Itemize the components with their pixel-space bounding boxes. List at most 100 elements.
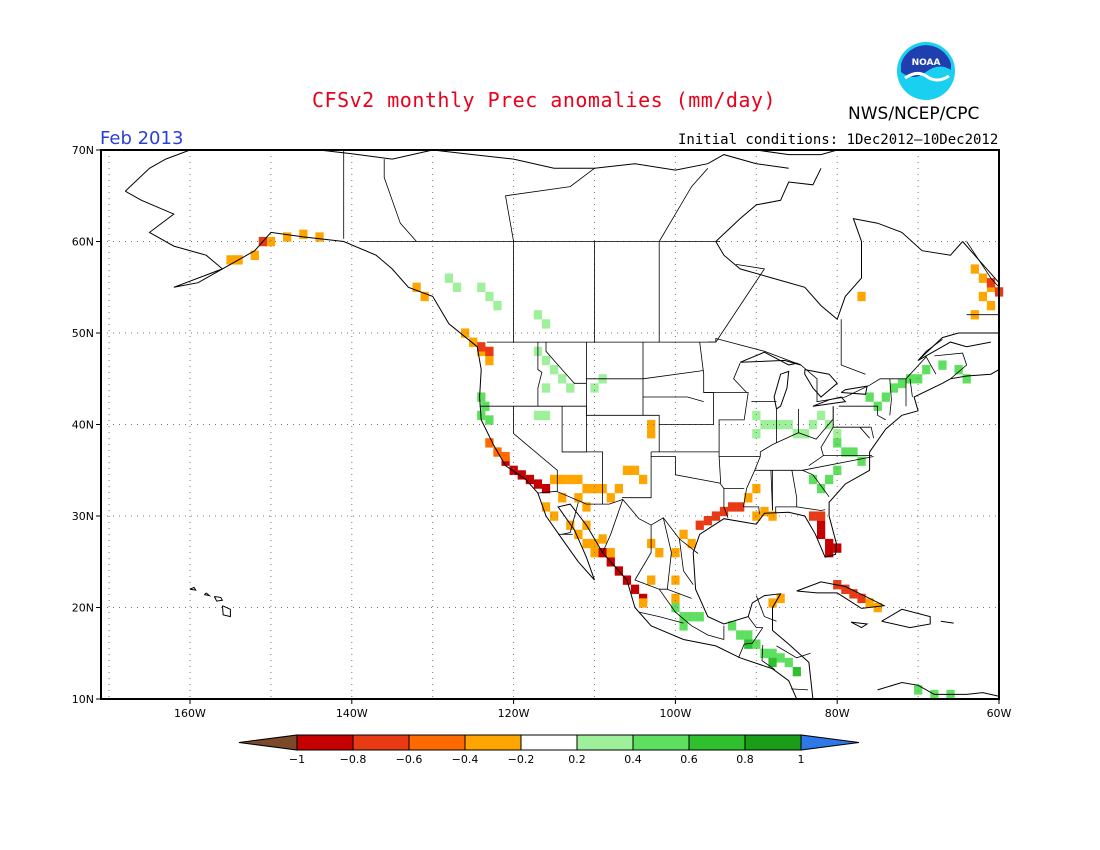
- anomaly-cell-northern-rockies-green: [533, 410, 543, 421]
- anomaly-cell-mexico-central-green: [760, 648, 769, 659]
- anomaly-cell-central-america-green: [744, 639, 753, 649]
- anomaly-cell-northeast-green: [922, 365, 931, 375]
- political-border: [675, 456, 729, 518]
- anomaly-cell-cuba-red: [841, 584, 850, 594]
- noaa-logo-icon: NOAA: [897, 42, 955, 100]
- political-border: [738, 627, 764, 658]
- anomaly-cell-northeast-green: [865, 392, 874, 402]
- colorbar-tick-label: 0.8: [736, 753, 754, 766]
- longitude-axis: 160W 140W 120W 100W 80W 60W: [174, 699, 1012, 720]
- political-border: [733, 363, 747, 393]
- lon-tick-label: 100W: [659, 707, 691, 720]
- lon-tick-label: 80W: [825, 707, 850, 720]
- coastline: [692, 369, 999, 699]
- anomaly-cell-bc-coast: [469, 337, 478, 347]
- colorbar-tick-label: −0.4: [452, 753, 479, 766]
- colorbar-box: [408, 734, 466, 751]
- political-border: [703, 392, 749, 452]
- anomaly-cell-gulf-orange: [655, 548, 664, 558]
- anomaly-cell-cuba-red: [857, 593, 866, 604]
- anomaly-cell-northern-rockies-green: [590, 383, 599, 393]
- coastline: [203, 592, 212, 597]
- anomaly-cell-gulf-orange: [679, 529, 688, 540]
- anomaly-cell-mexico-pacific-orange: [638, 598, 648, 608]
- anomaly-cell-labrador-red: [986, 278, 996, 288]
- anomaly-cell-mexico-central-green: [679, 612, 688, 622]
- political-border: [791, 469, 830, 498]
- anomaly-cell-gulf-texas-red: [727, 502, 737, 512]
- anomaly-cell-northeast-green: [889, 383, 899, 393]
- anomaly-cell-florida-red: [825, 548, 834, 558]
- anomaly-cell-florida-red: [833, 543, 842, 553]
- anomaly-cell-appalachian-green: [816, 483, 826, 494]
- anomaly-cell-colorado-orange: [647, 419, 656, 430]
- political-border: [832, 406, 872, 428]
- anomaly-cell-florida-red: [825, 538, 834, 549]
- political-border: [658, 588, 692, 627]
- lat-tick-label: 60N: [72, 236, 94, 249]
- anomaly-cell-northern-rockies-green: [550, 365, 559, 375]
- anomaly-cell-baja-orange: [566, 520, 575, 530]
- political-border: [634, 525, 652, 581]
- anomaly-cell-gulf-orange: [768, 511, 777, 521]
- anomaly-cell-northwest-canada-green: [485, 291, 494, 302]
- political-border: [889, 378, 892, 416]
- lon-tick-label: 160W: [174, 707, 206, 720]
- anomaly-cells: [226, 229, 1004, 700]
- political-border: [602, 499, 624, 553]
- anomaly-cell-northwest-canada-green: [452, 282, 462, 293]
- colorbar-tick-label: 0.4: [624, 753, 642, 766]
- colorbar-tick-label: −0.6: [396, 753, 423, 766]
- anomaly-cell-cuba-red: [849, 589, 858, 599]
- colorbar-tick-label: 0.6: [680, 753, 698, 766]
- political-border: [643, 342, 714, 425]
- colorbar-box: [744, 734, 802, 751]
- anomaly-cell-california-red: [525, 474, 534, 485]
- anomaly-cell-baja-orange: [550, 511, 559, 521]
- political-border: [643, 396, 704, 402]
- political-border: [754, 456, 761, 471]
- anomaly-cell-ohio-valley-green: [776, 419, 785, 430]
- anomaly-cell-southern-alaska: [315, 232, 324, 242]
- lat-tick-label: 70N: [72, 144, 94, 157]
- anomaly-cell-florida-red: [816, 529, 826, 540]
- anomaly-cell-baja-orange: [541, 502, 551, 512]
- anomaly-cell-pacific-nw-red: [477, 342, 486, 352]
- political-border: [755, 595, 777, 622]
- political-borders: [343, 150, 999, 691]
- colorbar-box: [632, 734, 690, 751]
- anomaly-cell-caribbean-orange: [873, 602, 882, 613]
- anomaly-cell-california-orange: [485, 438, 494, 448]
- initial-conditions-label: Initial conditions: 1Dec2012—10Dec2012: [678, 132, 999, 148]
- anomaly-cell-caribbean-orange: [776, 593, 785, 604]
- anomaly-cell-gulf-texas-red: [719, 506, 729, 517]
- coastline: [189, 586, 197, 591]
- political-border: [715, 264, 766, 343]
- anomaly-cell-mexico-pacific-orange: [590, 538, 599, 549]
- political-border: [662, 517, 692, 599]
- anomaly-cell-caribbean-orange: [865, 598, 874, 608]
- coastline: [812, 396, 847, 407]
- anomaly-cell-florida-red: [816, 520, 826, 530]
- anomaly-cell-bc-coast: [461, 328, 470, 338]
- anomaly-cell-northern-rockies-green: [541, 355, 551, 366]
- anomaly-cell-baja-orange: [582, 538, 591, 549]
- anomaly-cell-quebec-labrador-orange: [978, 291, 988, 302]
- anomaly-cell-oregon-green: [485, 415, 494, 425]
- anomaly-cell-gulf-orange: [671, 593, 680, 604]
- anomaly-cell-mexico-pacific-orange: [598, 534, 607, 544]
- lon-tick-label: 140W: [336, 707, 368, 720]
- anomaly-cell-mexico-central-green: [768, 648, 777, 659]
- political-border: [743, 506, 760, 515]
- political-border: [859, 426, 870, 439]
- anomaly-cell-southwest-orange: [622, 465, 632, 476]
- anomaly-cell-northern-rockies-green: [541, 410, 551, 421]
- colorbar-tick-label: −1: [289, 753, 305, 766]
- political-border: [761, 644, 776, 671]
- anomaly-cell-gulf-texas-red: [695, 520, 704, 530]
- colorbar-box: [576, 734, 634, 751]
- anomaly-cell-ohio-valley-green: [752, 429, 761, 439]
- anomaly-cell-mexico-central-green: [679, 621, 688, 631]
- political-border: [718, 456, 722, 484]
- anomaly-cell-northwest-canada-green: [533, 310, 543, 320]
